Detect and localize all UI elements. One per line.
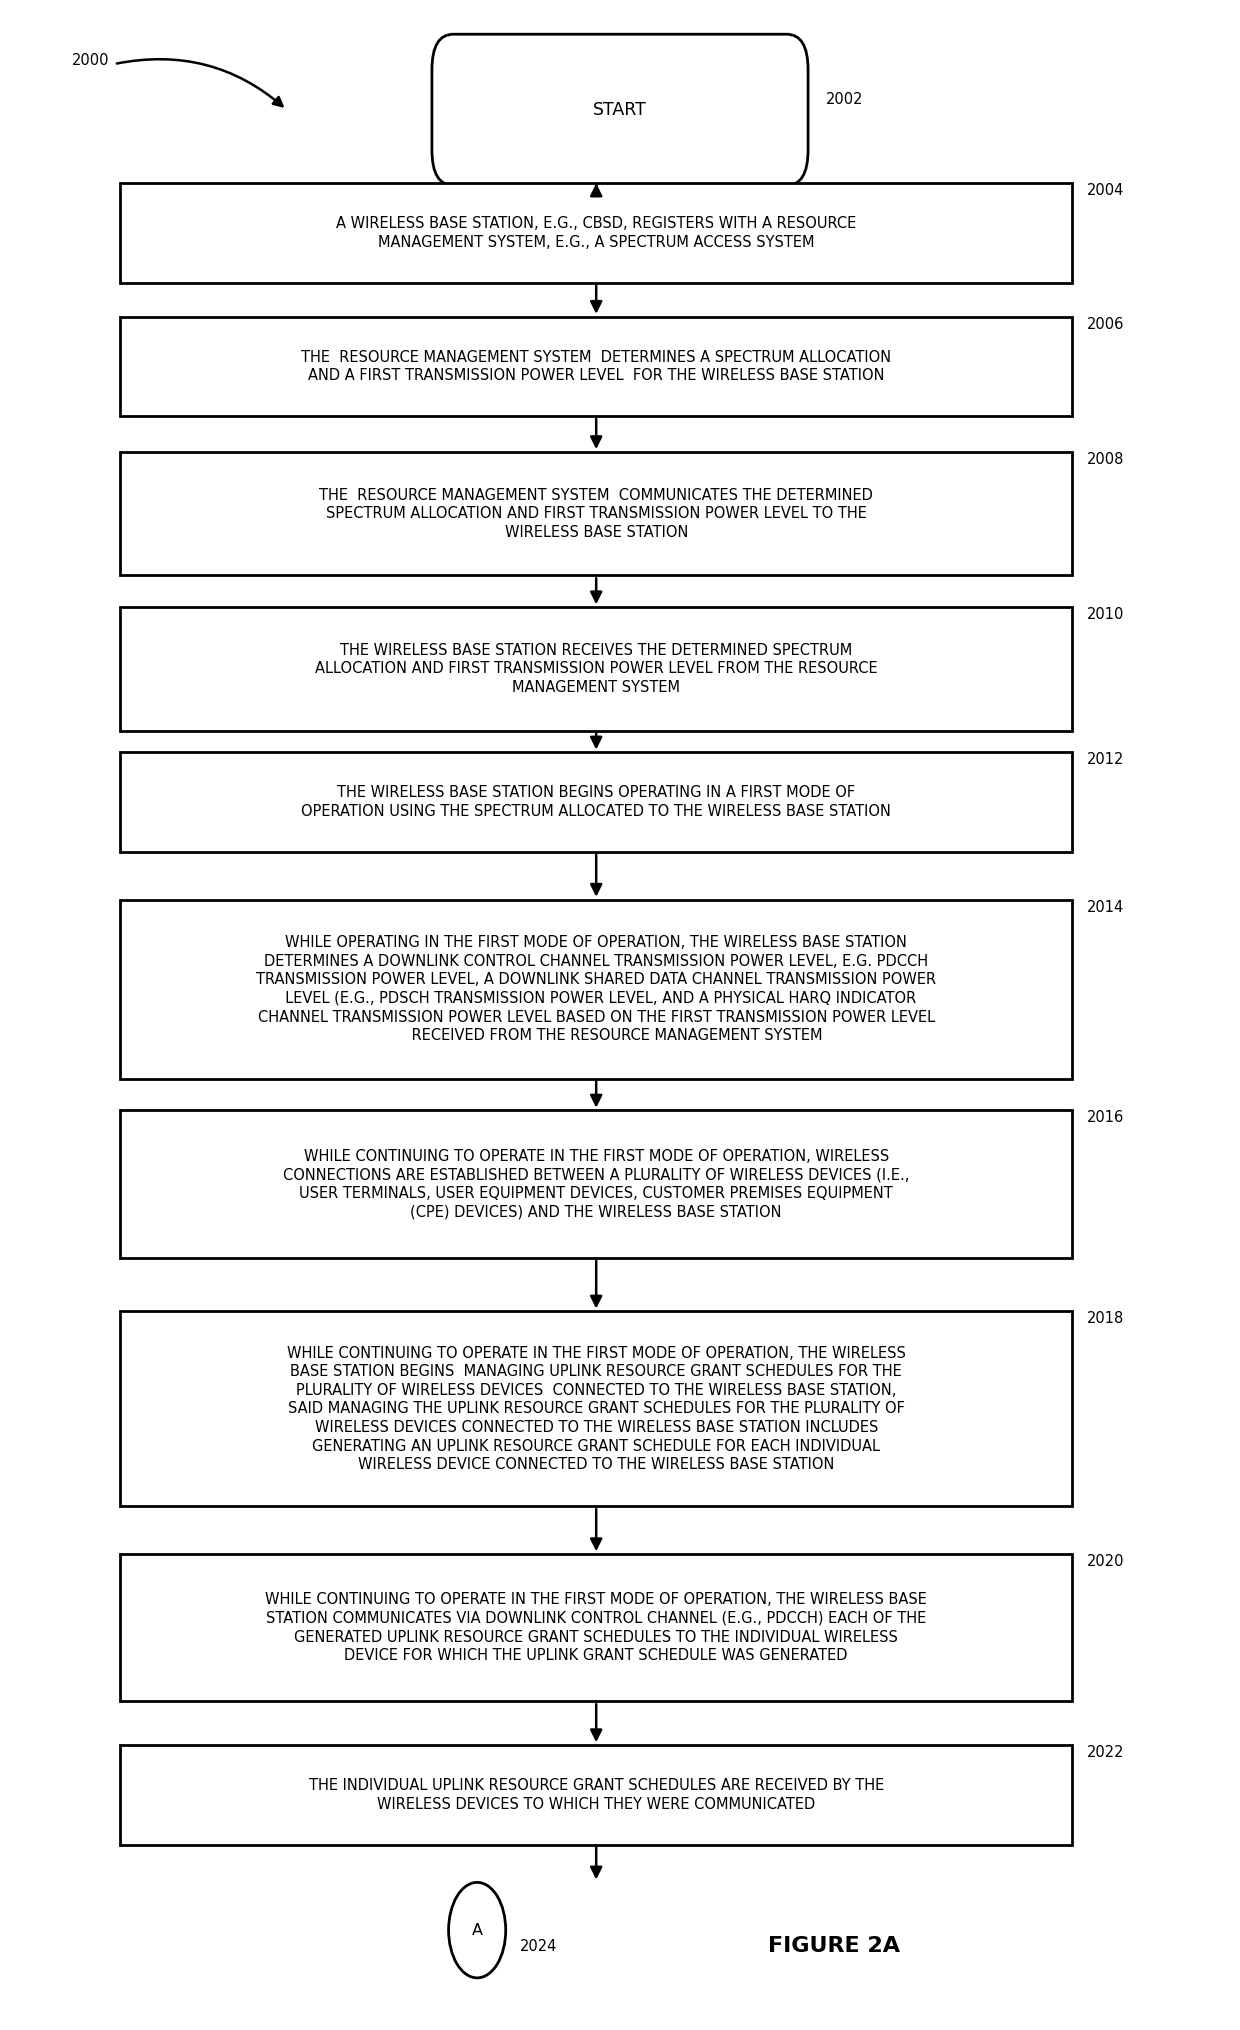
Bar [120, 1555, 1073, 1701]
Text: WHILE OPERATING IN THE FIRST MODE OF OPERATION, THE WIRELESS BASE STATION
DETERM: WHILE OPERATING IN THE FIRST MODE OF OPE… [257, 936, 936, 1043]
Bar [120, 1110, 1073, 1259]
Text: 2014: 2014 [1086, 899, 1123, 916]
Text: 2020: 2020 [1086, 1555, 1125, 1569]
Text: A: A [471, 1922, 482, 1937]
Text: 2024: 2024 [520, 1939, 558, 1953]
Text: 2006: 2006 [1086, 317, 1123, 331]
Text: 2022: 2022 [1086, 1746, 1125, 1760]
Text: THE WIRELESS BASE STATION RECEIVES THE DETERMINED SPECTRUM
ALLOCATION AND FIRST : THE WIRELESS BASE STATION RECEIVES THE D… [315, 644, 878, 694]
Bar [120, 1746, 1073, 1845]
Text: THE WIRELESS BASE STATION BEGINS OPERATING IN A FIRST MODE OF
OPERATION USING TH: THE WIRELESS BASE STATION BEGINS OPERATI… [301, 786, 892, 818]
Text: 2008: 2008 [1086, 453, 1123, 467]
Text: THE  RESOURCE MANAGEMENT SYSTEM  DETERMINES A SPECTRUM ALLOCATION
AND A FIRST TR: THE RESOURCE MANAGEMENT SYSTEM DETERMINE… [301, 349, 892, 384]
Bar [120, 317, 1073, 416]
Bar [120, 607, 1073, 731]
Text: 2004: 2004 [1086, 183, 1123, 199]
Text: WHILE CONTINUING TO OPERATE IN THE FIRST MODE OF OPERATION, WIRELESS
CONNECTIONS: WHILE CONTINUING TO OPERATE IN THE FIRST… [283, 1149, 909, 1220]
Bar [120, 183, 1073, 282]
Bar [120, 1311, 1073, 1506]
Text: 2010: 2010 [1086, 607, 1123, 621]
Text: 2018: 2018 [1086, 1311, 1123, 1326]
Text: START: START [593, 102, 647, 120]
Bar [120, 899, 1073, 1078]
Text: 2000: 2000 [72, 53, 109, 67]
Bar [120, 753, 1073, 853]
Text: A WIRELESS BASE STATION, E.G., CBSD, REGISTERS WITH A RESOURCE
MANAGEMENT SYSTEM: A WIRELESS BASE STATION, E.G., CBSD, REG… [336, 217, 857, 250]
FancyBboxPatch shape [432, 35, 808, 185]
Bar [120, 453, 1073, 574]
Text: THE INDIVIDUAL UPLINK RESOURCE GRANT SCHEDULES ARE RECEIVED BY THE
WIRELESS DEVI: THE INDIVIDUAL UPLINK RESOURCE GRANT SCH… [309, 1778, 884, 1811]
Text: FIGURE 2A: FIGURE 2A [769, 1937, 900, 1957]
Text: WHILE CONTINUING TO OPERATE IN THE FIRST MODE OF OPERATION, THE WIRELESS BASE
ST: WHILE CONTINUING TO OPERATE IN THE FIRST… [265, 1592, 928, 1663]
Text: THE  RESOURCE MANAGEMENT SYSTEM  COMMUNICATES THE DETERMINED
SPECTRUM ALLOCATION: THE RESOURCE MANAGEMENT SYSTEM COMMUNICA… [319, 487, 873, 540]
Text: 2012: 2012 [1086, 753, 1123, 767]
Text: 2002: 2002 [826, 93, 863, 108]
Text: 2016: 2016 [1086, 1110, 1123, 1125]
Text: WHILE CONTINUING TO OPERATE IN THE FIRST MODE OF OPERATION, THE WIRELESS
BASE ST: WHILE CONTINUING TO OPERATE IN THE FIRST… [286, 1346, 905, 1472]
Circle shape [449, 1882, 506, 1977]
